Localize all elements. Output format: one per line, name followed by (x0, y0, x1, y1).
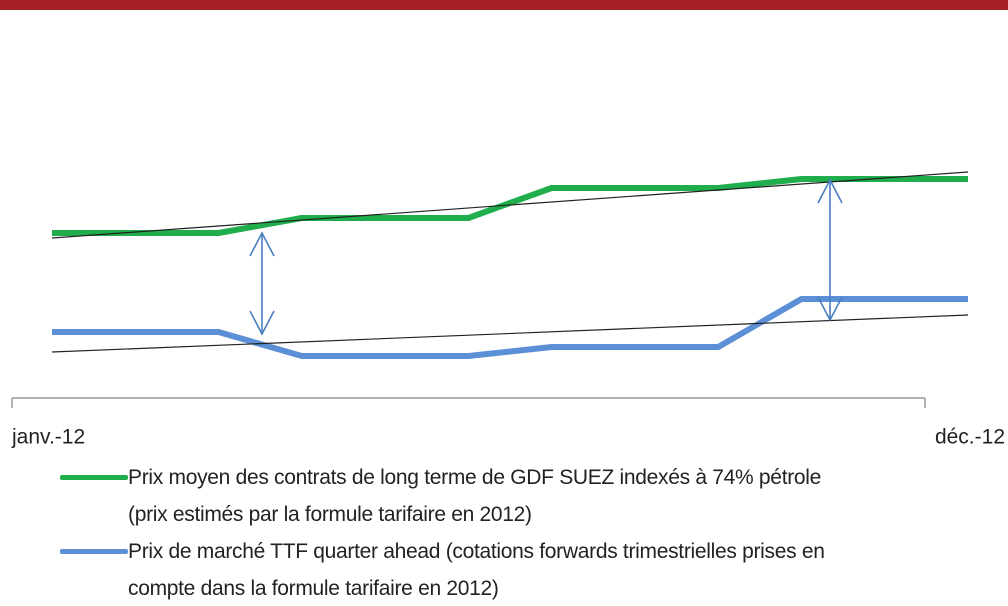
legend-entry: Prix moyen des contrats de long terme de… (60, 459, 1000, 533)
legend-entry: Prix de marché TTF quarter ahead (cotati… (60, 533, 1000, 606)
gap-arrow (817, 178, 843, 322)
x-tick-label: janv.-12 (11, 426, 85, 449)
top-bar (0, 0, 1008, 10)
trend-line (51, 171, 969, 239)
x-tick-label: déc.-12 (935, 426, 1005, 449)
legend-label: Prix moyen des contrats de long terme de… (128, 466, 822, 526)
legend-label: Prix de marché TTF quarter ahead (cotati… (128, 540, 825, 600)
series-line (52, 296, 968, 359)
series-layer (52, 176, 968, 359)
legend-swatch (60, 549, 128, 554)
trend-line (51, 314, 969, 353)
gap-arrow (249, 231, 275, 336)
legend-swatch (60, 475, 128, 480)
legend: Prix moyen des contrats de long terme de… (60, 459, 1000, 606)
series-line (52, 176, 968, 236)
